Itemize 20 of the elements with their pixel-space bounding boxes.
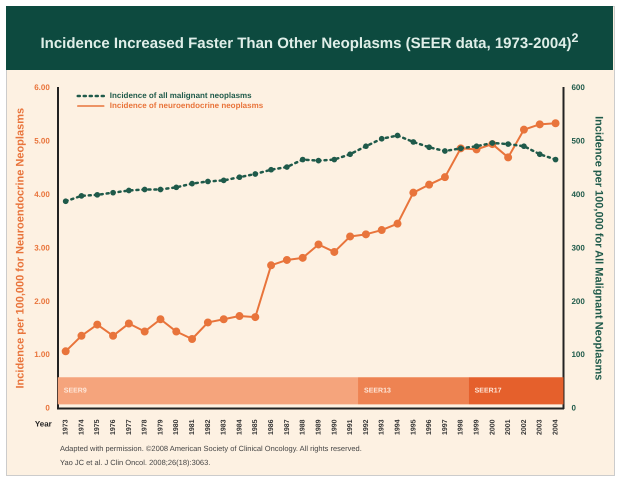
y-tick-label: 1.00: [34, 350, 50, 360]
legend-label: Incidence of all malignant neoplasms: [110, 91, 252, 100]
y-axis-title: Incidence per 100,000 for Neuroendocrine Neoplasms: [14, 108, 27, 389]
y2-tick-label: 100: [571, 350, 586, 360]
y-tick-label: 4.00: [34, 190, 50, 200]
y2-tick-label: 400: [571, 190, 586, 200]
x-axis-title: Year: [34, 420, 52, 429]
y2-tick-label: 300: [571, 243, 586, 252]
y-tick-label: 0: [45, 404, 50, 413]
y2-tick-label: 500: [571, 136, 586, 146]
y-tick-label: 6.00: [34, 83, 50, 92]
y2-axis-title: Incidence per 100,000 for All Malignant Neoplasms: [592, 116, 604, 380]
legend-label: Incidence of neuroendocrine neoplasms: [110, 101, 264, 110]
y2-tick-label: 600: [571, 83, 586, 92]
y-tick-label: 5.00: [34, 136, 50, 146]
y-tick-label: 3.00: [34, 243, 50, 252]
y-tick-label: 2.00: [34, 296, 50, 306]
y2-tick-label: 200: [571, 296, 586, 306]
chart-title: Incidence Increased Faster Than Other Neoplasms (SEER data, 1973-2004)$^{2}$: [6, 6, 613, 70]
y2-tick-label: 0: [571, 404, 576, 413]
